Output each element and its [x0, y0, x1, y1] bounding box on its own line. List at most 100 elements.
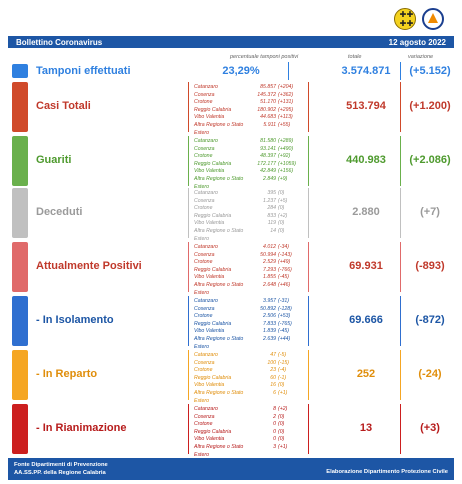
casi-variation: (+1.200) — [409, 100, 451, 112]
detail-value: 100 — [267, 359, 276, 366]
detail-row: Crotone 284 (0) — [194, 205, 300, 213]
deceduti-swatch — [12, 188, 28, 238]
detail-province: Vibo Valentia — [194, 274, 225, 281]
detail-row: Catanzaro 85.857 (+204) — [194, 84, 300, 92]
detail-value: 50.994 — [260, 251, 276, 258]
detail-variation: (+1) — [278, 443, 288, 450]
detail-value: 47 — [270, 352, 276, 358]
detail-variation: (0) — [278, 436, 285, 443]
detail-row: Cosenza 2 (0) — [194, 414, 300, 422]
detail-variation: (+92) — [278, 153, 291, 160]
footer-source-line1: Fonte Dipartimenti di Prevenzione — [14, 462, 108, 468]
guariti-divider-1 — [188, 136, 189, 186]
detail-variation: (+5) — [278, 197, 288, 204]
detail-value: 42.849 — [260, 168, 276, 175]
detail-province: Reggio Calabria — [194, 212, 232, 219]
guariti-total: 440.983 — [346, 154, 386, 166]
detail-province: Vibo Valentia — [194, 382, 225, 389]
isolamento-total: 69.666 — [349, 314, 383, 326]
positivi-divider-2 — [308, 242, 309, 292]
header-bar: Bollettino Coronavirus 12 agosto 2022 — [8, 36, 454, 48]
detail-province: Vibo Valentia — [194, 328, 225, 335]
positivi-divider-3 — [400, 242, 401, 292]
reparto-divider-1 — [188, 350, 189, 400]
detail-province: Catanzaro — [194, 406, 218, 412]
isolamento-variation: (-872) — [415, 314, 445, 326]
detail-value: 2 — [273, 413, 276, 420]
reparto-divider-3 — [400, 350, 401, 400]
rianimazione-section: - In Rianimazione Catanzaro 8 (+2) Cosenza 2(… — [8, 404, 454, 458]
tamponi-positivity: 23,29% — [222, 65, 260, 77]
detail-province: Crotone — [194, 99, 213, 106]
detail-variation: (-1) — [278, 374, 287, 381]
detail-variation: (+156) — [278, 168, 294, 175]
detail-province: Vibo Valentia — [194, 220, 225, 227]
deceduti-label: Deceduti — [36, 206, 83, 218]
detail-value: 2.506 — [263, 313, 276, 320]
detail-province: Reggio Calabria — [194, 374, 232, 381]
detail-province: Cosenza — [194, 305, 215, 312]
bulletin-date: 12 agosto 2022 — [388, 37, 446, 47]
detail-province: Crotone — [194, 313, 213, 320]
detail-province: Crotone — [194, 153, 213, 160]
detail-variation: (+2) — [278, 212, 288, 219]
detail-variation: (+53) — [278, 313, 291, 320]
detail-variation: (-766) — [278, 266, 292, 273]
bulletin-title: Bollettino Coronavirus — [16, 37, 103, 47]
casi-divider-3 — [400, 82, 401, 132]
positivi-details: Catanzaro 4.012 (-34) Cosenza 50.994 (-143) Cr… — [194, 244, 300, 297]
detail-row: Reggio Calabria 0 (0) — [194, 429, 300, 437]
reparto-swatch — [12, 350, 28, 400]
detail-variation: (+204) — [278, 84, 294, 90]
casi-divider-2 — [308, 82, 309, 132]
deceduti-variation: (+7) — [420, 206, 440, 218]
isolamento-divider-1 — [188, 296, 189, 346]
detail-variation: (+9) — [278, 175, 288, 182]
detail-row: Catanzaro 47 (-5) — [194, 352, 300, 360]
detail-row: Catanzaro 395 (0) — [194, 190, 300, 198]
detail-province: Vibo Valentia — [194, 114, 225, 121]
casi-section: Casi Totali Catanzaro 85.857 (+204) Cosenza 1… — [8, 82, 454, 136]
deceduti-divider-2 — [308, 188, 309, 238]
positivi-divider-1 — [188, 242, 189, 292]
detail-value: 93.141 — [260, 145, 276, 152]
detail-value: 7.293 — [263, 266, 276, 273]
detail-province: Crotone — [194, 421, 213, 428]
detail-value: 1.839 — [263, 328, 276, 335]
positivi-section: Attualmente Positivi Catanzaro 4.012 (-34) C… — [8, 242, 454, 296]
header-logos — [394, 8, 444, 30]
deceduti-details: Catanzaro 395 (0) Cosenza 1.237 (+5) Crotone 28… — [194, 190, 300, 243]
detail-value: 50.892 — [260, 305, 276, 312]
casi-swatch — [12, 82, 28, 132]
detail-row: Crotone 2.506 (+53) — [194, 313, 300, 321]
isolamento-divider-3 — [400, 296, 401, 346]
guariti-swatch — [12, 136, 28, 186]
variation-column-label: variazione — [408, 54, 434, 60]
detail-row: Cosenza 145.372 (+362) — [194, 92, 300, 100]
detail-variation: (-128) — [278, 305, 292, 312]
detail-row: Reggio Calabria 172.177 (+1059) — [194, 161, 300, 169]
casi-label: Casi Totali — [36, 100, 91, 112]
detail-row: Vibo Valentia 42.849 (+156) — [194, 168, 300, 176]
detail-row: Vibo Valentia 1.839 (-45) — [194, 328, 300, 336]
tamponi-row: Tamponi effettuati 23,29% 3.574.871 (+5.… — [8, 62, 454, 80]
detail-province: Reggio Calabria — [194, 160, 232, 167]
protezione-civile-logo-icon — [422, 8, 444, 30]
tamponi-variation: (+5.152) — [409, 65, 451, 77]
guariti-label: Guariti — [36, 154, 72, 166]
detail-value: 3 — [273, 443, 276, 450]
detail-variation: (-5) — [278, 352, 287, 358]
detail-row: Cosenza 93.141 (+490) — [194, 146, 300, 154]
detail-province: Altra Regione o Stato Estero — [194, 335, 244, 350]
reparto-label: - In Reparto — [36, 368, 98, 380]
detail-province: Crotone — [194, 205, 213, 212]
detail-variation: (-143) — [278, 251, 292, 258]
detail-variation: (+49) — [278, 259, 291, 266]
detail-variation: (+55) — [278, 121, 291, 128]
detail-value: 5.911 — [263, 121, 276, 128]
detail-province: Cosenza — [194, 145, 215, 152]
isolamento-details: Catanzaro 3.957 (-31) Cosenza 50.892 (-128) Cr… — [194, 298, 300, 351]
detail-row: Cosenza 100 (-15) — [194, 360, 300, 368]
deceduti-divider-1 — [188, 188, 189, 238]
detail-value: 180.902 — [257, 106, 276, 113]
